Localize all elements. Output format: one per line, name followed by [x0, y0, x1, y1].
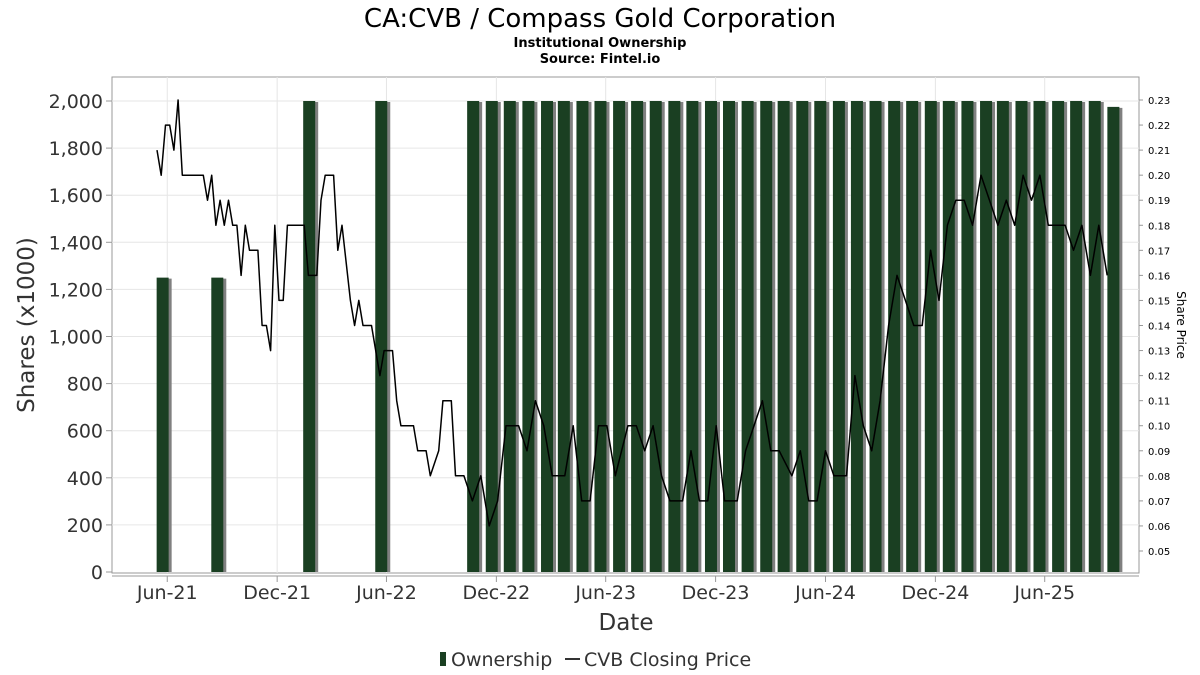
ownership-bar	[961, 101, 974, 572]
x-tick-label: Jun-23	[574, 582, 636, 604]
ownership-bar	[1033, 101, 1046, 572]
ownership-bar	[942, 101, 955, 572]
ownership-bar	[760, 101, 773, 572]
y2-tick-label: 0.15	[1148, 296, 1170, 307]
ownership-bar	[906, 101, 919, 572]
x-tick-label: Jun-22	[355, 582, 417, 604]
ownership-bar	[777, 101, 790, 572]
x-tick-label: Dec-21	[243, 582, 311, 604]
y2-axis-title: Share Price	[1174, 291, 1188, 359]
y2-tick-label: 0.07	[1148, 497, 1170, 508]
y2-tick-label: 0.20	[1148, 171, 1170, 182]
ownership-bar	[850, 101, 863, 572]
y2-tick-label: 0.08	[1148, 472, 1170, 483]
ownership-bar	[631, 101, 644, 572]
y2-tick-label: 0.09	[1148, 447, 1170, 458]
ownership-bar	[522, 101, 535, 572]
y2-tick-label: 0.21	[1148, 146, 1170, 157]
x-tick-label: Jun-24	[794, 582, 856, 604]
ownership-bar	[649, 101, 662, 572]
x-axis-title: Date	[599, 610, 654, 636]
y-tick-label: 1,200	[49, 279, 103, 301]
legend: Ownership CVB Closing Price	[440, 649, 751, 671]
price-series-line	[156, 99, 1108, 527]
y-tick-label: 0	[91, 562, 103, 584]
y2-tick-label: 0.14	[1148, 322, 1170, 333]
ownership-bar	[1052, 101, 1065, 572]
chart-subtitle: Institutional Ownership	[514, 36, 687, 51]
ownership-bar	[996, 101, 1009, 572]
y-tick-label: 2,000	[49, 91, 103, 113]
x-tick-label: Jun-21	[136, 582, 198, 604]
ownership-bar	[557, 101, 570, 572]
y-tick-label: 1,800	[49, 138, 103, 160]
ownership-bar	[1015, 101, 1028, 572]
ownership-bar	[924, 101, 937, 572]
y-axis-ticks: 0 200 400 600 800 1,000 1,200 1,400 1,600 1,800 2,…	[49, 91, 112, 584]
x-axis-ticks: Jun-21 Dec-21 Jun-22 Dec-22 Jun-23 Dec-23 Jun-…	[136, 576, 1075, 604]
ownership-bar	[722, 101, 735, 572]
ownership-bar	[303, 101, 316, 572]
ownership-bar	[668, 101, 681, 572]
ownership-bar	[814, 101, 827, 572]
y2-tick-label: 0.12	[1148, 372, 1170, 383]
y-tick-label: 800	[67, 374, 103, 396]
ownership-bar	[503, 101, 516, 572]
ownership-bar	[741, 101, 754, 572]
ownership-bar	[796, 101, 809, 572]
y-tick-label: 600	[67, 421, 103, 443]
ownership-bar	[156, 277, 169, 572]
y-tick-label: 1,600	[49, 185, 103, 207]
ownership-bar	[467, 101, 480, 572]
ownership-bar	[211, 277, 224, 572]
ownership-bar	[888, 101, 901, 572]
ownership-bar	[594, 101, 607, 572]
ownership-bar	[576, 101, 589, 572]
ownership-bar	[869, 101, 882, 572]
ownership-bar	[1070, 101, 1083, 572]
y-tick-label: 400	[67, 468, 103, 490]
ownership-bar	[613, 101, 626, 572]
x-tick-label: Dec-22	[462, 582, 530, 604]
ownership-bar	[686, 101, 699, 572]
y2-tick-label: 0.19	[1148, 196, 1170, 207]
ownership-bar	[1088, 101, 1101, 572]
ownership-bar	[704, 101, 717, 572]
y2-axis-ticks: 0.05 0.06 0.07 0.08 0.09 0.10 0.11 0.12 0.13 0.14…	[1139, 96, 1170, 558]
y-tick-label: 1,000	[49, 327, 103, 349]
y2-tick-label: 0.17	[1148, 246, 1170, 257]
x-tick-label: Dec-24	[901, 582, 969, 604]
chart-title: CA:CVB / Compass Gold Corporation	[364, 4, 836, 34]
y2-tick-label: 0.06	[1148, 522, 1170, 533]
price-line	[156, 99, 1108, 527]
y-tick-label: 1,400	[49, 232, 103, 254]
legend-ownership-label: Ownership	[451, 649, 552, 671]
y2-tick-label: 0.16	[1148, 271, 1170, 282]
y-tick-label: 200	[67, 515, 103, 537]
ownership-bar	[832, 101, 845, 572]
y2-tick-label: 0.05	[1148, 547, 1170, 558]
legend-price-label: CVB Closing Price	[584, 649, 751, 671]
y-axis-title: Shares (x1000)	[14, 237, 40, 413]
ownership-bar	[485, 101, 498, 572]
ownership-bar	[980, 101, 993, 572]
y2-tick-label: 0.10	[1148, 422, 1170, 433]
y2-tick-label: 0.11	[1148, 397, 1170, 408]
x-tick-label: Jun-25	[1013, 582, 1075, 604]
chart-source: Source: Fintel.io	[540, 52, 661, 67]
x-tick-label: Dec-23	[682, 582, 750, 604]
ownership-bar	[1107, 106, 1120, 572]
ownership-bar	[375, 101, 388, 572]
y2-tick-label: 0.13	[1148, 347, 1170, 358]
ownership-bar	[541, 101, 554, 572]
ownership-bars	[156, 101, 1123, 572]
y2-tick-label: 0.23	[1148, 96, 1170, 107]
y2-tick-label: 0.22	[1148, 121, 1170, 132]
legend-ownership-swatch	[440, 652, 446, 666]
y2-tick-label: 0.18	[1148, 221, 1170, 232]
